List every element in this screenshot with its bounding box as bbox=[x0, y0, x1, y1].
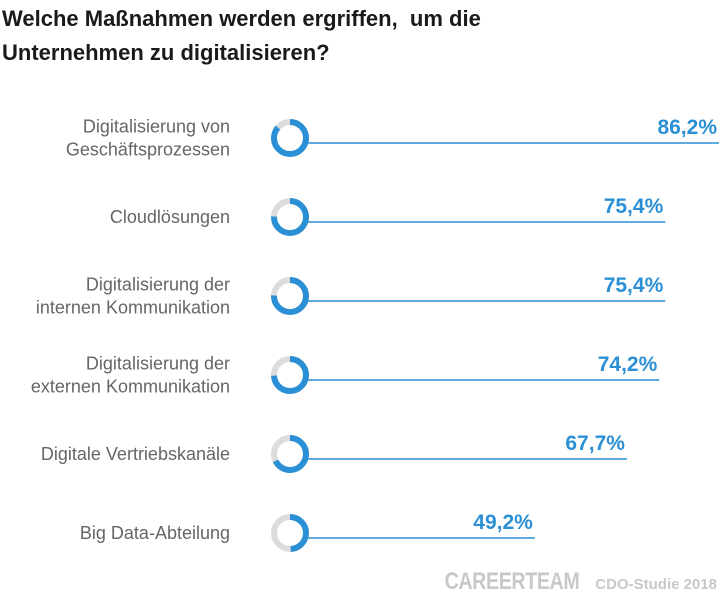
donut-value-arc bbox=[271, 514, 309, 552]
value-label: 75,4% bbox=[604, 195, 664, 218]
value-label: 67,7% bbox=[565, 432, 625, 455]
value-label: 74,2% bbox=[598, 353, 658, 376]
brand-logo: CAREERTEAM bbox=[444, 568, 580, 595]
category-label: Big Data-Abteilung bbox=[80, 523, 230, 543]
chart-title: Welche Maßnahmen werden ergriffen, um di… bbox=[2, 2, 602, 70]
category-label: Digitalisierung von bbox=[83, 117, 230, 137]
footer: CAREERTEAM CDO-Studie 2018 bbox=[415, 568, 717, 596]
category-label: Digitalisierung der bbox=[86, 354, 230, 374]
donut-value-arc bbox=[271, 435, 309, 473]
category-label: Digitalisierung der bbox=[86, 275, 230, 295]
study-source: CDO-Studie 2018 bbox=[595, 576, 717, 593]
category-label: Digitale Vertriebskanäle bbox=[41, 444, 230, 464]
value-label: 75,4% bbox=[604, 274, 664, 297]
category-label: Cloudlösungen bbox=[110, 207, 230, 227]
donut-value-arc bbox=[271, 356, 309, 394]
donut-value-arc bbox=[271, 198, 309, 236]
donut-value-arc bbox=[271, 119, 309, 157]
chart-title-line-1: Welche Maßnahmen werden ergriffen, um di… bbox=[2, 6, 481, 31]
category-label: internen Kommunikation bbox=[36, 298, 230, 318]
donut-value-arc bbox=[271, 277, 309, 315]
value-label: 49,2% bbox=[473, 511, 533, 534]
value-label: 86,2% bbox=[657, 116, 717, 139]
chart-title-line-2: Unternehmen zu digitalisieren? bbox=[2, 40, 330, 65]
category-label: Geschäftsprozessen bbox=[66, 140, 230, 160]
category-label: externen Kommunikation bbox=[31, 377, 230, 397]
